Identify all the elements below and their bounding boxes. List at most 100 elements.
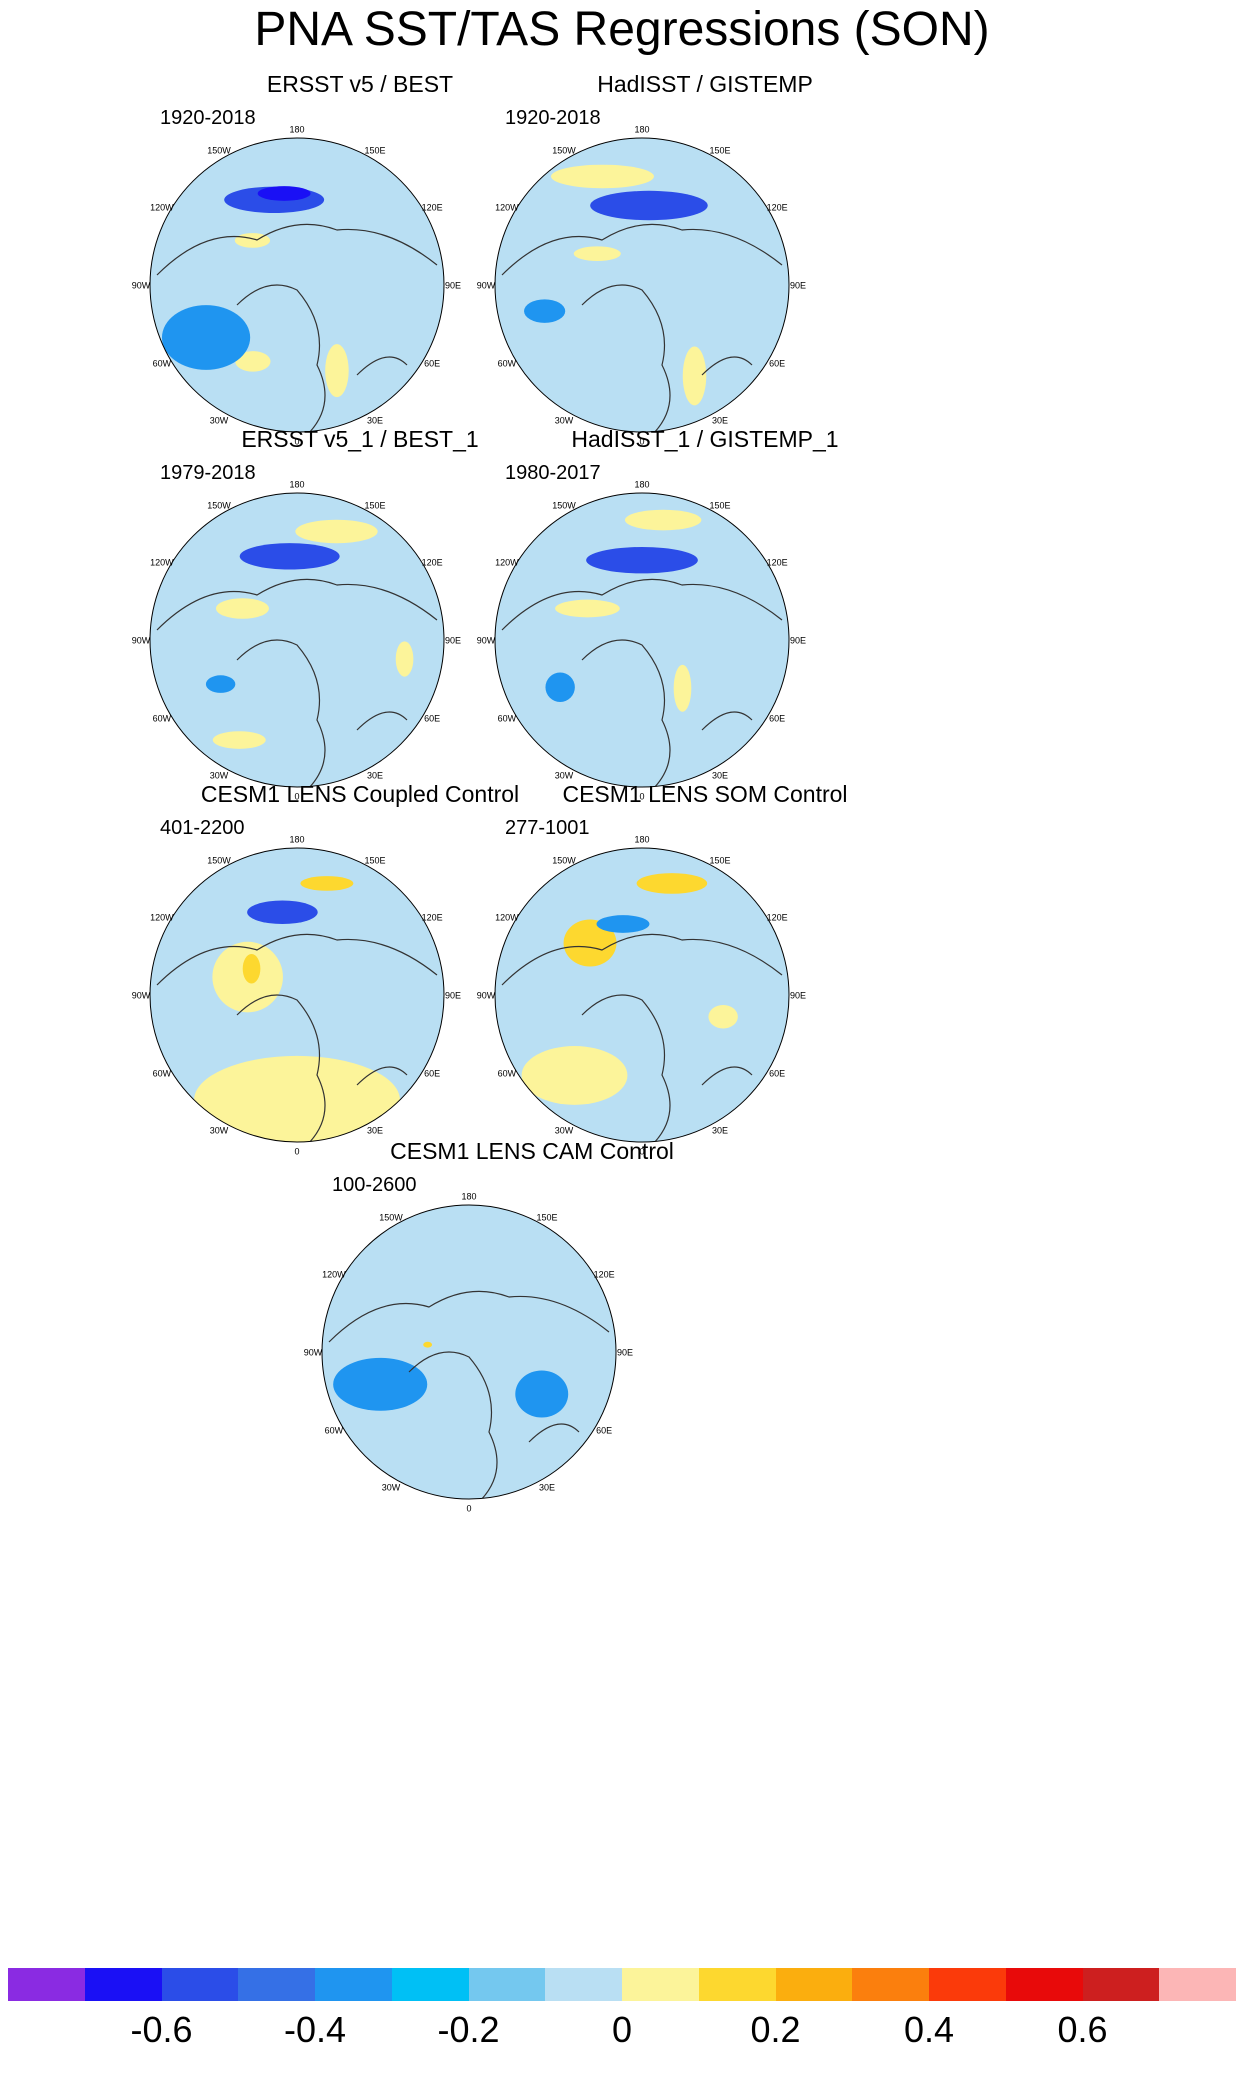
colorbar-tick-label: 0.6 bbox=[1057, 2009, 1108, 2050]
anomaly-region bbox=[395, 641, 414, 677]
colorbar-cell bbox=[84, 1968, 162, 2001]
panel-period: 100-2600 bbox=[332, 1174, 417, 1196]
anomaly-region bbox=[212, 731, 266, 749]
longitude-label: 150E bbox=[536, 1212, 557, 1222]
panel-period: 1920-2018 bbox=[160, 107, 256, 129]
longitude-label: 120W bbox=[495, 913, 519, 923]
longitude-label: 60W bbox=[325, 1426, 344, 1436]
panel-title: HadISST_1 / GISTEMP_1 bbox=[571, 426, 839, 452]
coastline bbox=[501, 933, 783, 1142]
longitude-label: 90W bbox=[132, 991, 151, 1001]
colorbar-tick-label: -0.2 bbox=[437, 2009, 500, 2050]
longitude-label: 150E bbox=[364, 500, 385, 510]
map-background bbox=[150, 138, 444, 432]
longitude-label: 0 bbox=[466, 1504, 471, 1514]
anomaly-region bbox=[563, 919, 617, 967]
longitude-label: 90W bbox=[477, 991, 496, 1001]
longitude-label: 180 bbox=[634, 125, 649, 135]
map-panel: 180 150W 150E 120W 120E 90W 90E 60W 60E 30W 30E 0 E… bbox=[130, 425, 590, 895]
coastline bbox=[501, 223, 783, 432]
panel-title: HadISST / GISTEMP bbox=[597, 71, 813, 97]
longitude-label: 0 bbox=[294, 437, 299, 447]
coastline bbox=[501, 578, 783, 787]
longitude-label: 120E bbox=[422, 913, 443, 923]
anomaly-region bbox=[300, 876, 354, 891]
longitude-label: 90W bbox=[132, 636, 151, 646]
anomaly-region bbox=[194, 1055, 400, 1142]
longitude-label: 90W bbox=[132, 281, 151, 291]
colorbar-cell bbox=[161, 1968, 239, 2001]
longitude-label: 150W bbox=[552, 145, 576, 155]
longitude-label: 60E bbox=[424, 359, 440, 369]
panel-title: CESM1 LENS SOM Control bbox=[562, 781, 848, 807]
panel-period: 1920-2018 bbox=[505, 107, 601, 129]
longitude-label: 30W bbox=[555, 1126, 574, 1136]
longitude-label: 150E bbox=[364, 145, 385, 155]
coastline bbox=[156, 578, 438, 787]
longitude-label: 180 bbox=[461, 1192, 476, 1202]
colorbar-cell bbox=[852, 1968, 929, 2001]
anomaly-region bbox=[515, 1370, 569, 1418]
map-background bbox=[150, 493, 444, 787]
colorbar-tick-label: 0.4 bbox=[903, 2009, 955, 2050]
colorbar bbox=[8, 1968, 1236, 2001]
panel-period: 401-2200 bbox=[160, 817, 245, 839]
figure-title: PNA SST/TAS Regressions (SON) bbox=[254, 3, 990, 56]
map-panel: 180 150W 150E 120W 120E 90W 90E 60W 60E 30W 30E 0 H… bbox=[475, 425, 935, 895]
longitude-label: 90E bbox=[790, 991, 806, 1001]
longitude-label: 30E bbox=[712, 1126, 728, 1136]
longitude-label: 150W bbox=[552, 855, 576, 865]
longitude-label: 0 bbox=[639, 437, 644, 447]
longitude-label: 90E bbox=[445, 281, 461, 291]
colorbar-cell bbox=[468, 1968, 546, 2001]
anomaly-region bbox=[708, 1004, 738, 1029]
longitude-label: 30E bbox=[367, 1126, 383, 1136]
anomaly-region bbox=[161, 305, 251, 370]
longitude-label: 150E bbox=[709, 145, 730, 155]
longitude-label: 30W bbox=[210, 771, 229, 781]
longitude-label: 60W bbox=[153, 714, 172, 724]
longitude-label: 90W bbox=[477, 281, 496, 291]
longitude-label: 150W bbox=[552, 500, 576, 510]
map-panel: 180 150W 150E 120W 120E 90W 90E 60W 60E 30W 30E 0 C… bbox=[130, 780, 590, 1250]
longitude-label: 60E bbox=[769, 1069, 785, 1079]
anomaly-region bbox=[555, 599, 620, 618]
map-background bbox=[150, 848, 444, 1142]
colorbar-cell bbox=[545, 1968, 622, 2001]
longitude-label: 30W bbox=[210, 416, 229, 426]
map-border bbox=[149, 137, 445, 433]
colorbar-cell bbox=[1082, 1968, 1160, 2001]
anomaly-region bbox=[590, 190, 708, 221]
longitude-label: 0 bbox=[639, 792, 644, 802]
anomaly-region bbox=[624, 509, 702, 531]
longitude-label: 0 bbox=[294, 792, 299, 802]
colorbar-cell bbox=[391, 1968, 469, 2001]
anomaly-region bbox=[257, 186, 311, 201]
longitude-label: 120W bbox=[150, 913, 174, 923]
longitude-label: 60E bbox=[424, 1069, 440, 1079]
longitude-label: 90E bbox=[445, 636, 461, 646]
anomaly-region bbox=[295, 519, 378, 544]
longitude-label: 150W bbox=[207, 855, 231, 865]
colorbar-cell bbox=[8, 1968, 85, 2001]
map-background bbox=[495, 493, 789, 787]
anomaly-region bbox=[521, 1046, 628, 1105]
longitude-label: 120W bbox=[150, 203, 174, 213]
map-border bbox=[494, 492, 790, 788]
map-background bbox=[495, 848, 789, 1142]
anomaly-region bbox=[673, 664, 692, 712]
panel-title: ERSST v5 / BEST bbox=[266, 71, 454, 97]
colorbar-cell bbox=[929, 1968, 1006, 2001]
map-border bbox=[149, 847, 445, 1143]
colorbar-tick-label: -0.6 bbox=[130, 2009, 193, 2050]
map-background bbox=[495, 138, 789, 432]
panel-period: 1979-2018 bbox=[160, 462, 256, 484]
longitude-label: 30W bbox=[210, 1126, 229, 1136]
map-panel: 180 150W 150E 120W 120E 90W 90E 60W 60E 30W 30E 0 C… bbox=[302, 1137, 762, 1607]
longitude-label: 30E bbox=[539, 1483, 555, 1493]
longitude-label: 60W bbox=[153, 1069, 172, 1079]
map-border bbox=[149, 492, 445, 788]
longitude-label: 30E bbox=[712, 771, 728, 781]
longitude-label: 180 bbox=[634, 835, 649, 845]
anomaly-region bbox=[205, 675, 236, 693]
